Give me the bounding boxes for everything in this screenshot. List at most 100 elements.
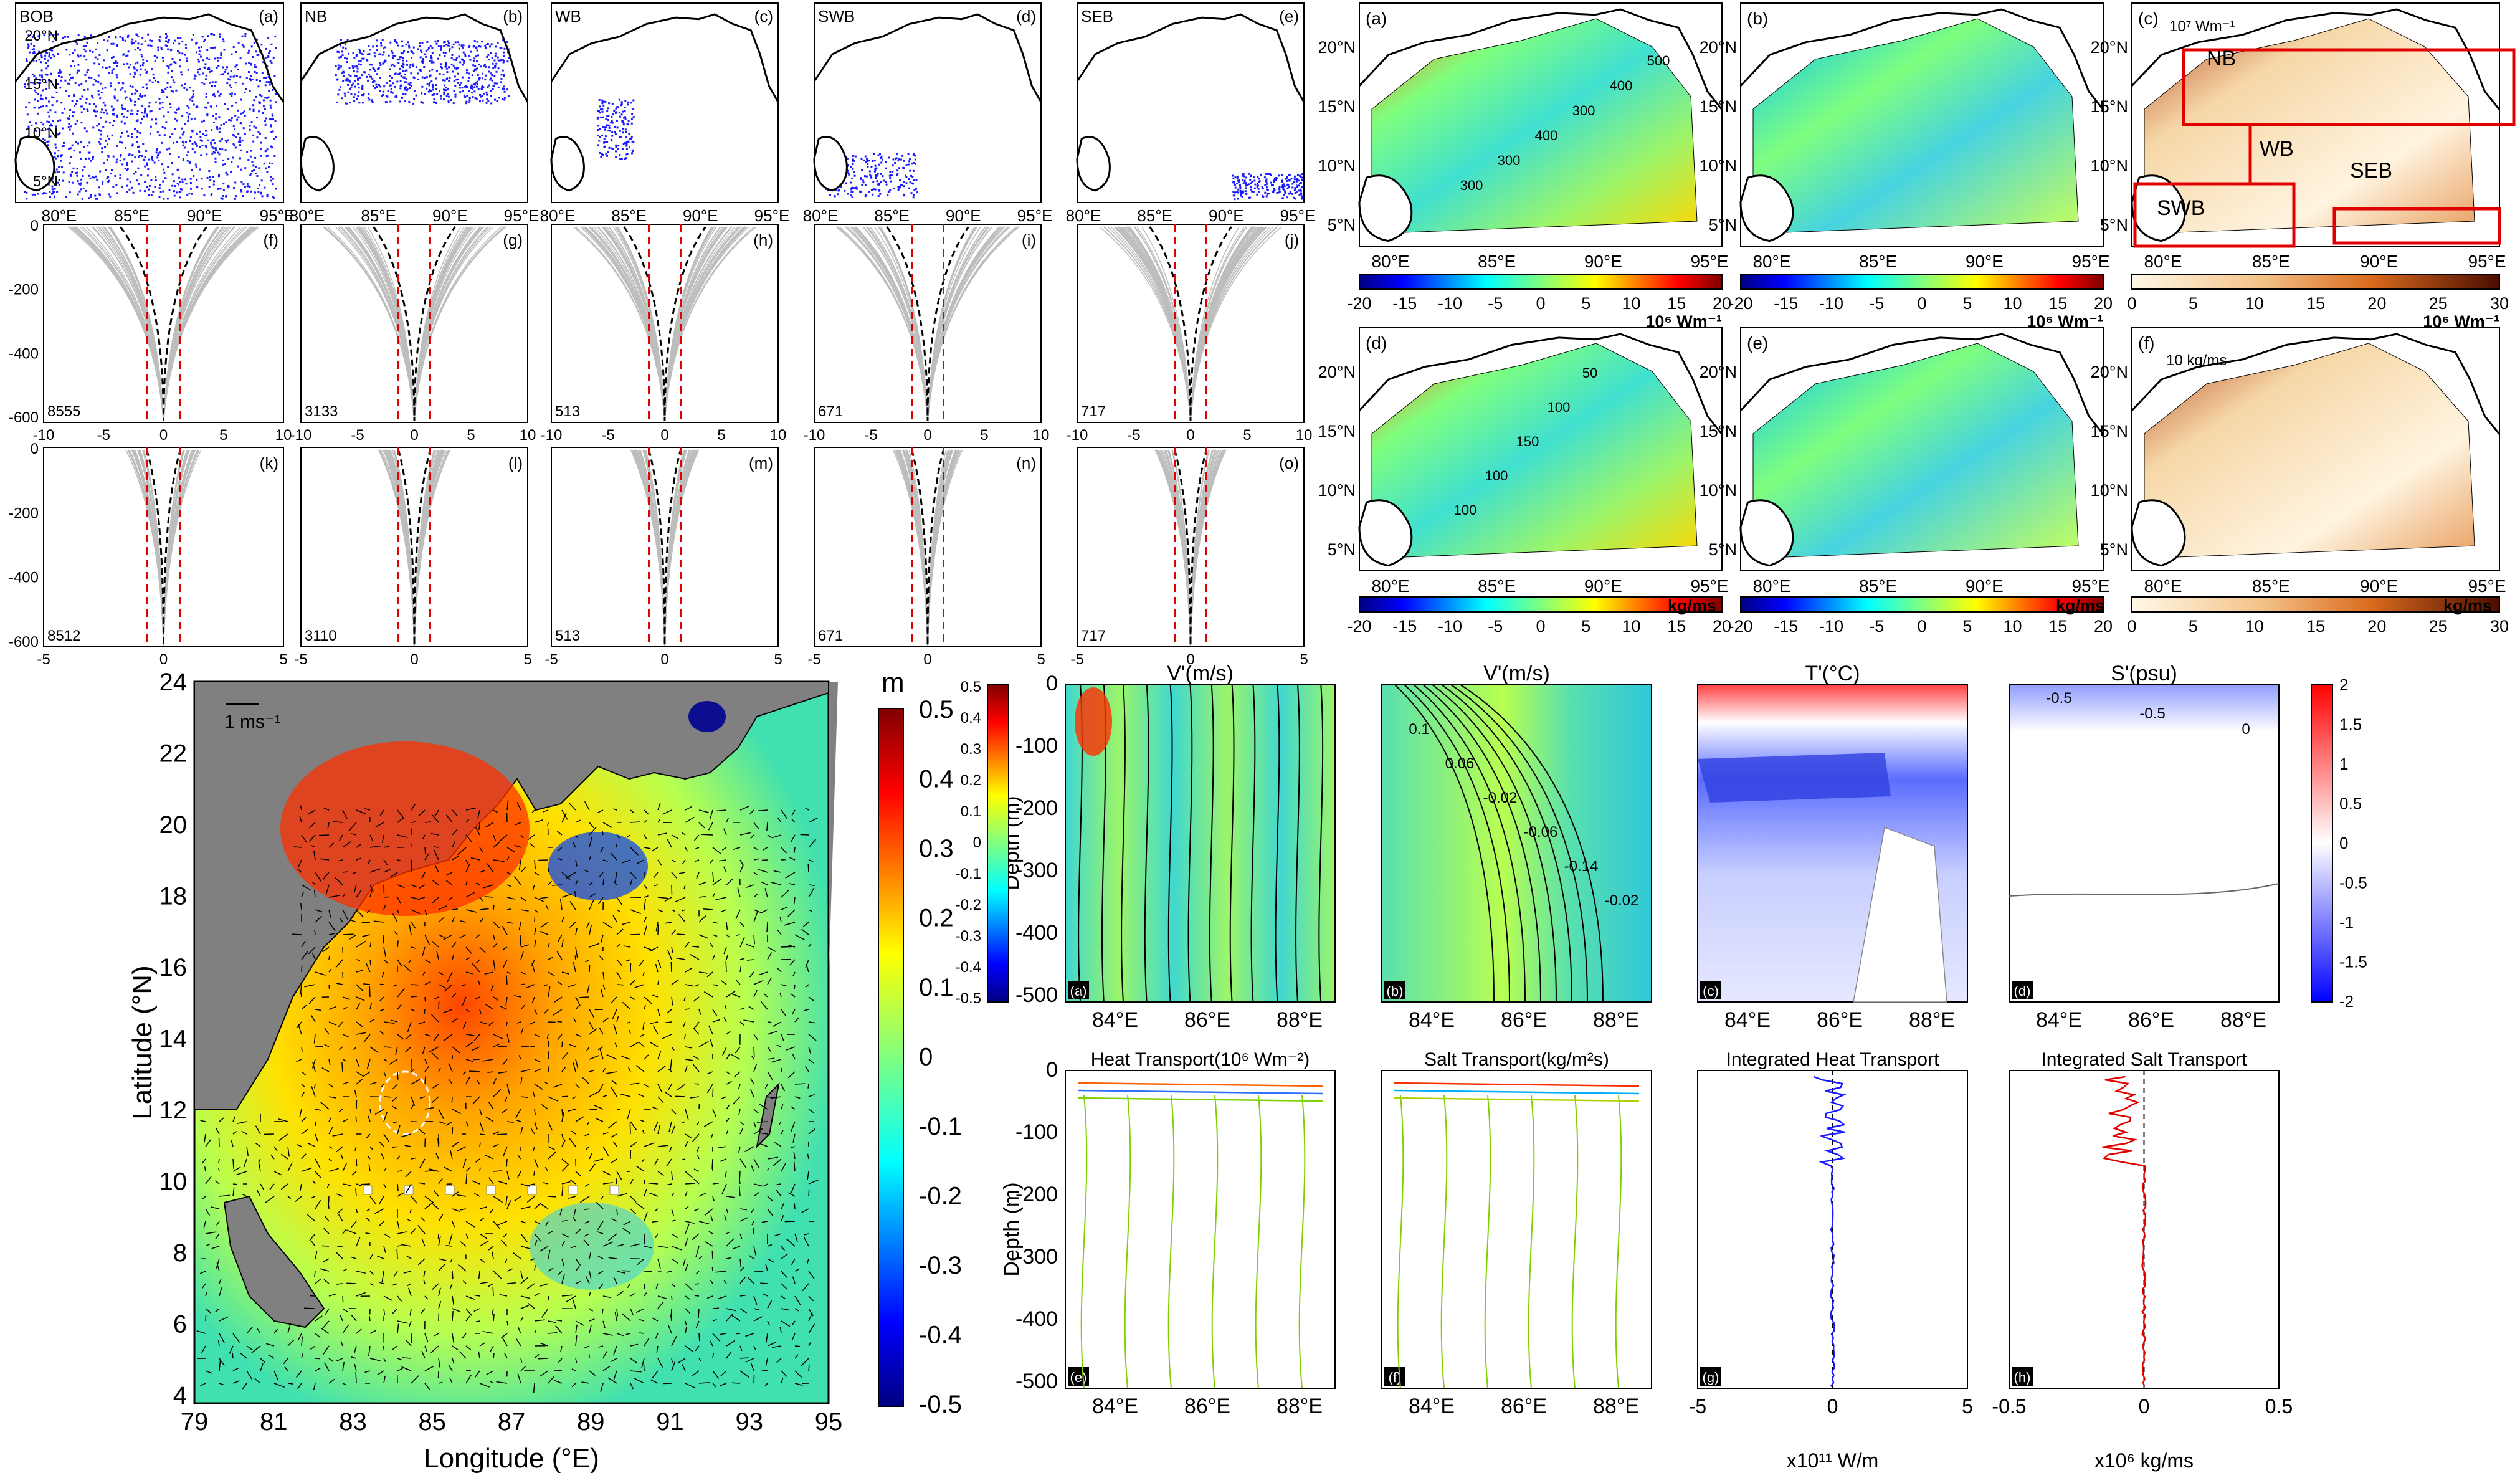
x-tick: -5 [351,427,364,444]
current-arrow [383,1112,388,1122]
float-point [1251,190,1253,193]
current-arrow [750,1363,754,1371]
current-arrow [541,1104,549,1110]
current-arrow [682,832,686,836]
current-arrow [260,1363,264,1371]
current-arrow [725,1005,727,1010]
colorbar-tick: 15 [1667,617,1686,636]
float-point [166,35,168,37]
float-point [39,79,42,81]
float-point [195,42,197,45]
float-point [210,141,212,144]
float-point [211,33,213,36]
lat-tick: 5°N [1709,216,1737,234]
current-arrow [284,1366,288,1371]
float-point [100,133,103,136]
float-point [862,179,864,182]
float-point [348,52,349,55]
current-arrow [356,1208,358,1213]
current-arrow [545,905,549,910]
current-arrow [685,1108,689,1120]
current-arrow [767,834,772,838]
float-point [232,75,235,78]
float-point [37,35,40,37]
current-arrow [676,1084,686,1091]
current-arrow [561,1186,564,1197]
current-arrow [671,1208,675,1217]
sample-count: 8512 [47,627,80,644]
float-point [468,97,471,99]
current-arrow [518,1055,521,1060]
region-box [2332,207,2501,245]
current-arrow [616,834,621,839]
current-arrow [452,1046,461,1054]
float-point [852,191,854,193]
float-point [32,59,35,62]
float-point [203,119,205,122]
current-arrow [667,839,672,848]
float-point [625,157,627,160]
current-arrow [616,897,623,906]
float-point [85,130,88,133]
float-point [885,183,888,186]
float-point [153,77,155,79]
current-arrow [379,996,384,1002]
float-point [413,90,416,92]
float-point [121,82,124,84]
current-arrow [735,1046,741,1054]
float-point [1245,176,1247,179]
float-point [76,174,78,177]
current-arrow [575,1358,578,1363]
float-point [126,130,128,133]
float-point [894,162,896,164]
float-point [379,77,381,79]
float-point [626,122,629,125]
current-arrow [630,872,637,879]
current-arrow [310,1014,316,1023]
current-arrow [540,1342,549,1347]
current-arrow [739,806,749,811]
float-point [258,101,260,103]
current-arrow [504,1258,508,1264]
float-point [102,87,104,90]
float-point [137,35,140,37]
x-tick: 5 [717,427,725,444]
float-point [202,133,204,135]
float-point [83,108,85,110]
float-point [216,128,219,130]
current-arrow [503,1352,508,1359]
float-point [210,105,212,108]
current-arrow [452,916,455,923]
float-point [159,151,161,154]
lon-tick: 95°E [504,206,540,225]
float-point [150,45,153,47]
current-arrow [548,1320,556,1323]
float-point [52,34,55,36]
float-point [384,60,387,62]
panel-letter: (g) [503,231,523,249]
colorbar-tick: 0 [1917,617,1926,636]
float-point [229,79,231,81]
float-point [1262,196,1265,198]
colorbar-tick: 0 [2127,294,2136,313]
current-arrow [630,1292,635,1297]
current-arrow [505,996,508,1007]
float-point [1240,193,1242,196]
float-point [1281,184,1284,186]
current-arrow [533,1383,535,1393]
current-arrow [548,1041,549,1047]
float-point [624,128,627,131]
lon-tick: 85°E [1137,206,1172,225]
float-point [113,113,115,115]
float-point [914,158,916,161]
float-point [78,69,80,72]
current-arrow [548,1196,556,1198]
current-arrow [630,933,640,935]
float-point [102,183,103,185]
current-arrow [739,1158,747,1169]
float-point [44,139,46,141]
float-point [383,51,385,54]
float-point [1248,173,1250,175]
float-point [1265,195,1268,198]
current-arrow [751,1165,754,1172]
